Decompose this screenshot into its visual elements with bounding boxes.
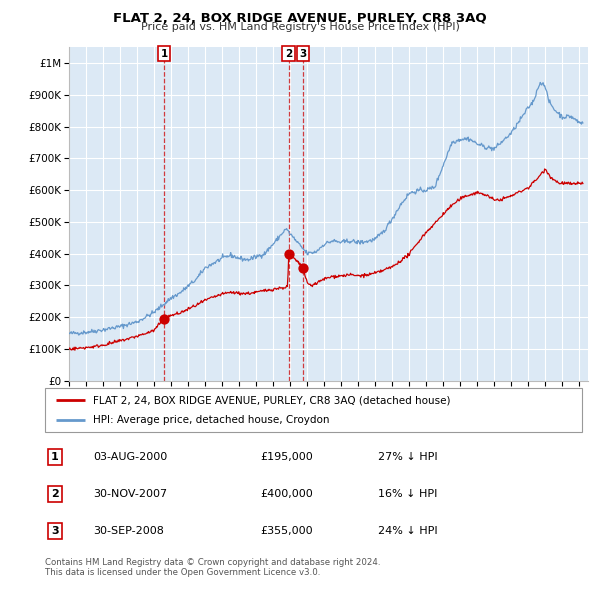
Text: 16% ↓ HPI: 16% ↓ HPI bbox=[378, 489, 437, 499]
Text: 24% ↓ HPI: 24% ↓ HPI bbox=[378, 526, 437, 536]
Text: 03-AUG-2000: 03-AUG-2000 bbox=[94, 453, 167, 463]
Text: This data is licensed under the Open Government Licence v3.0.: This data is licensed under the Open Gov… bbox=[45, 568, 320, 576]
Text: FLAT 2, 24, BOX RIDGE AVENUE, PURLEY, CR8 3AQ (detached house): FLAT 2, 24, BOX RIDGE AVENUE, PURLEY, CR… bbox=[94, 395, 451, 405]
Text: Price paid vs. HM Land Registry's House Price Index (HPI): Price paid vs. HM Land Registry's House … bbox=[140, 22, 460, 32]
Text: £355,000: £355,000 bbox=[260, 526, 313, 536]
Text: FLAT 2, 24, BOX RIDGE AVENUE, PURLEY, CR8 3AQ: FLAT 2, 24, BOX RIDGE AVENUE, PURLEY, CR… bbox=[113, 12, 487, 25]
Text: 30-SEP-2008: 30-SEP-2008 bbox=[94, 526, 164, 536]
Point bbox=[298, 263, 308, 273]
Text: Contains HM Land Registry data © Crown copyright and database right 2024.: Contains HM Land Registry data © Crown c… bbox=[45, 558, 380, 566]
Text: 3: 3 bbox=[51, 526, 58, 536]
Text: 30-NOV-2007: 30-NOV-2007 bbox=[94, 489, 167, 499]
Text: 1: 1 bbox=[51, 453, 59, 463]
Text: 2: 2 bbox=[285, 49, 292, 59]
Text: 3: 3 bbox=[299, 49, 307, 59]
Point bbox=[159, 314, 169, 323]
Text: 27% ↓ HPI: 27% ↓ HPI bbox=[378, 453, 437, 463]
FancyBboxPatch shape bbox=[45, 388, 582, 432]
Text: HPI: Average price, detached house, Croydon: HPI: Average price, detached house, Croy… bbox=[94, 415, 330, 425]
Text: 2: 2 bbox=[51, 489, 59, 499]
Text: £400,000: £400,000 bbox=[260, 489, 313, 499]
Text: £195,000: £195,000 bbox=[260, 453, 313, 463]
Text: 1: 1 bbox=[160, 49, 167, 59]
Point bbox=[284, 249, 293, 258]
